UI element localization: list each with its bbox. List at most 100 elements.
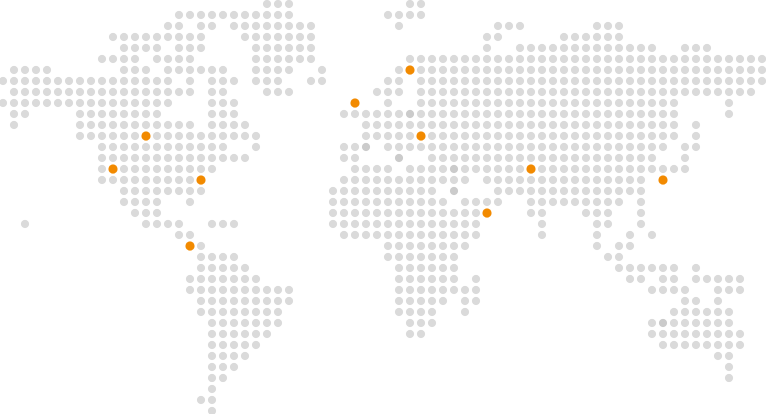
land-dot (383, 109, 393, 119)
land-dot (669, 109, 679, 119)
land-dot (251, 10, 261, 20)
land-dot (438, 197, 448, 207)
land-dot (724, 76, 734, 86)
location-marker[interactable] (108, 164, 118, 174)
land-dot (581, 120, 591, 130)
land-dot (152, 142, 162, 152)
land-dot (647, 263, 657, 273)
land-dot (581, 54, 591, 64)
land-dot (405, 263, 415, 273)
land-dot (537, 65, 547, 75)
land-dot (559, 65, 569, 75)
land-dot (427, 208, 437, 218)
land-dot (548, 87, 558, 97)
land-dot (207, 10, 217, 20)
land-dot (163, 98, 173, 108)
land-dot (449, 153, 459, 163)
land-dot (416, 0, 426, 9)
land-dot (449, 230, 459, 240)
land-dot (185, 65, 195, 75)
location-marker[interactable] (196, 175, 206, 185)
location-marker[interactable] (658, 175, 668, 185)
land-dot (636, 76, 646, 86)
land-dot (438, 230, 448, 240)
land-dot (394, 131, 404, 141)
land-dot (196, 186, 206, 196)
land-dot (746, 87, 756, 97)
land-dot (218, 76, 228, 86)
land-dot (196, 395, 206, 405)
land-dot (284, 54, 294, 64)
land-dot (174, 186, 184, 196)
land-dot (515, 98, 525, 108)
land-dot (207, 153, 217, 163)
land-dot (658, 87, 668, 97)
land-dot (438, 241, 448, 251)
location-marker[interactable] (141, 131, 151, 141)
location-marker[interactable] (482, 208, 492, 218)
land-dot (229, 219, 239, 229)
land-dot (724, 87, 734, 97)
land-dot (361, 164, 371, 174)
land-dot (581, 208, 591, 218)
land-dot (339, 197, 349, 207)
land-dot (636, 175, 646, 185)
land-dot (394, 296, 404, 306)
land-dot (702, 43, 712, 53)
land-dot (482, 175, 492, 185)
land-dot (361, 186, 371, 196)
land-dot (229, 296, 239, 306)
land-dot (559, 197, 569, 207)
land-dot (691, 329, 701, 339)
land-dot (119, 153, 129, 163)
land-dot (515, 164, 525, 174)
land-dot (306, 32, 316, 42)
location-marker[interactable] (405, 65, 415, 75)
land-dot (152, 98, 162, 108)
land-dot (548, 164, 558, 174)
land-dot (702, 65, 712, 75)
location-marker[interactable] (185, 241, 195, 251)
land-dot (372, 109, 382, 119)
land-dot (460, 197, 470, 207)
land-dot (669, 131, 679, 141)
land-dot (97, 54, 107, 64)
land-dot (383, 120, 393, 130)
land-dot (9, 87, 19, 97)
land-dot (97, 175, 107, 185)
land-dot (515, 175, 525, 185)
land-dot (603, 142, 613, 152)
land-dot (0, 98, 8, 108)
land-dot (251, 65, 261, 75)
land-dot (570, 54, 580, 64)
land-dot (537, 208, 547, 218)
land-dot (119, 76, 129, 86)
location-marker[interactable] (416, 131, 426, 141)
land-dot (251, 285, 261, 295)
land-dot (691, 120, 701, 130)
land-dot (735, 285, 745, 295)
land-dot (702, 340, 712, 350)
land-dot (515, 153, 525, 163)
land-dot (174, 87, 184, 97)
location-marker[interactable] (526, 164, 536, 174)
land-dot (526, 109, 536, 119)
land-dot (416, 54, 426, 64)
land-dot (416, 329, 426, 339)
land-dot (614, 175, 624, 185)
land-dot (526, 120, 536, 130)
land-dot (493, 131, 503, 141)
land-dot (339, 230, 349, 240)
land-dot (592, 98, 602, 108)
land-dot (482, 197, 492, 207)
land-dot (108, 109, 118, 119)
land-dot (581, 98, 591, 108)
land-dot (548, 43, 558, 53)
land-dot (614, 197, 624, 207)
land-dot (449, 131, 459, 141)
land-dot (284, 21, 294, 31)
land-dot (405, 208, 415, 218)
location-marker[interactable] (350, 98, 360, 108)
land-dot (207, 252, 217, 262)
land-dot (526, 208, 536, 218)
